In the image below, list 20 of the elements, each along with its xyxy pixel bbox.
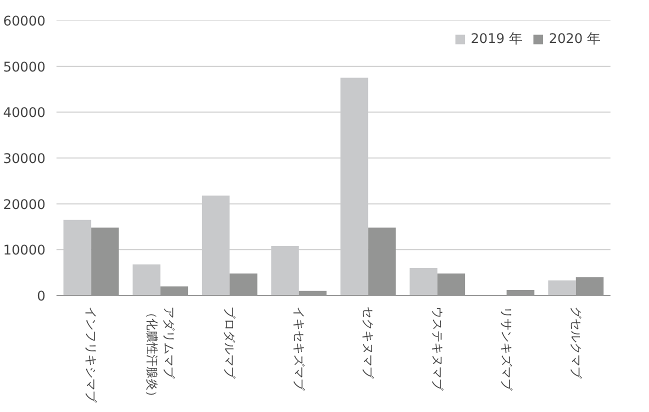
bar	[548, 280, 576, 296]
x-tick-label: リサンキズマブ	[500, 306, 514, 392]
legend-label: 2019 年	[470, 31, 522, 48]
y-tick-label: 60000	[3, 14, 46, 30]
x-tick-label: ウステキヌマブ	[430, 306, 444, 392]
x-tick-label: インフリキシマブ	[84, 306, 98, 404]
y-tick-label: 50000	[3, 60, 46, 76]
y-tick-label: 10000	[3, 244, 46, 259]
x-tick-label: ブロダルマブ	[222, 306, 237, 380]
x-tick-label: アダリムマブ（化膿性汗腺炎）	[144, 306, 176, 402]
bar	[410, 268, 438, 296]
y-tick-label: 20000	[3, 198, 46, 213]
y-tick-label: 0	[37, 290, 46, 304]
y-tick-label: 40000	[3, 106, 46, 122]
x-tick-label: イキセキズマブ	[292, 306, 306, 392]
y-tick-label: 30000	[3, 152, 46, 167]
legend-label: 2020 年	[548, 31, 600, 48]
x-tick-label: グセルクマブ	[568, 306, 583, 380]
x-tick-label: セクキヌマブ	[361, 306, 376, 380]
bar	[132, 264, 160, 296]
